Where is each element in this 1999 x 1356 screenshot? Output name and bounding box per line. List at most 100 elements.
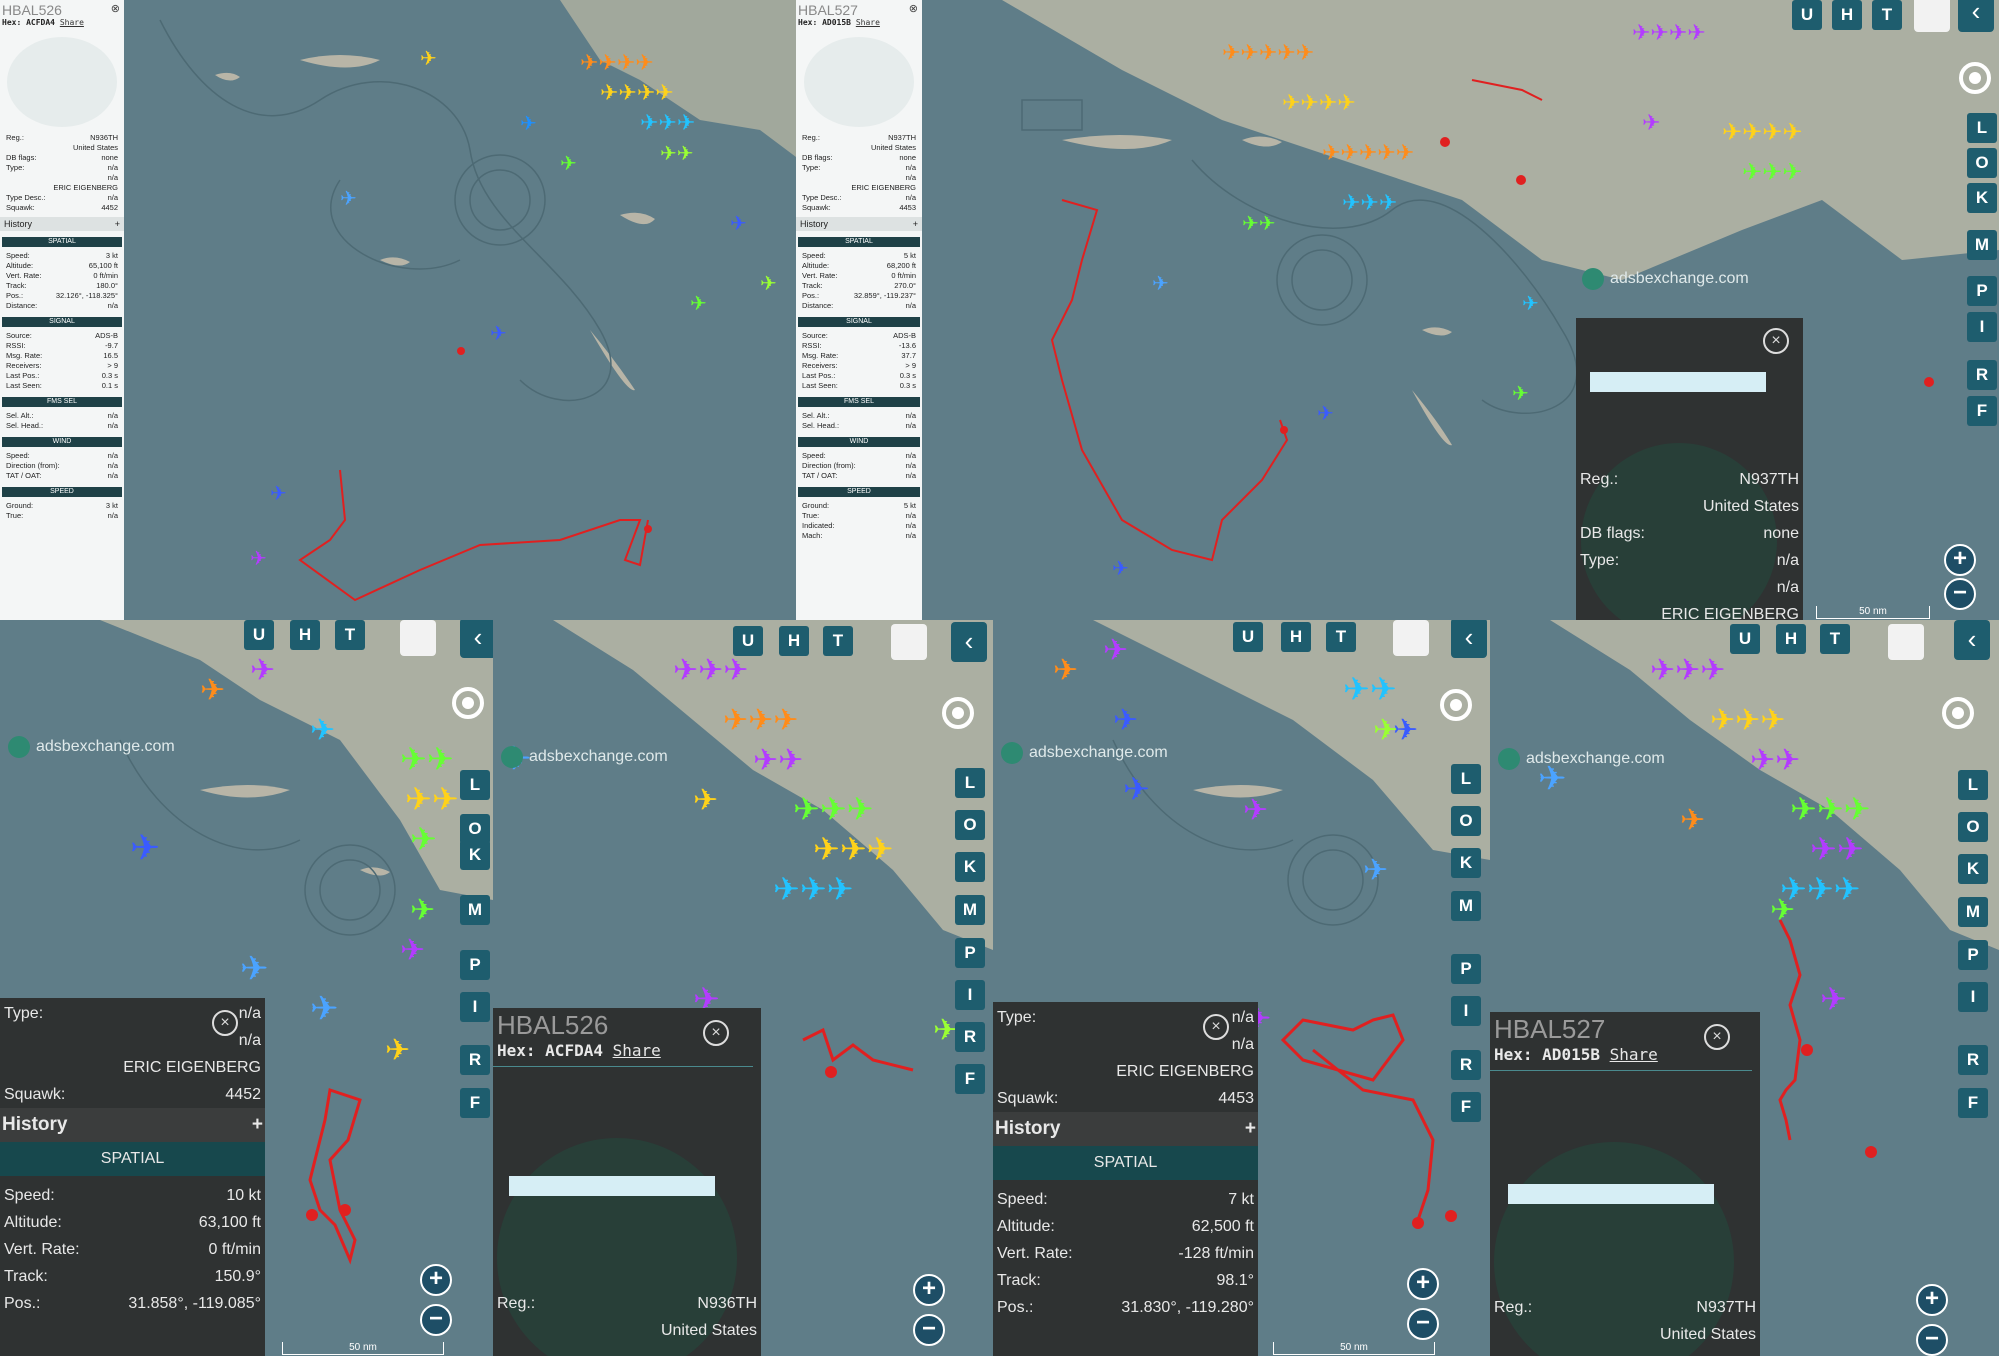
- settings-gear-icon[interactable]: [1433, 682, 1479, 728]
- side-button-r[interactable]: R: [955, 1022, 985, 1052]
- settings-gear-icon[interactable]: [935, 690, 981, 736]
- map-button-u[interactable]: U: [1792, 0, 1822, 30]
- map-button-h[interactable]: H: [779, 626, 809, 656]
- close-icon[interactable]: ×: [1203, 1014, 1229, 1040]
- section-spatial[interactable]: SPATIAL: [993, 1146, 1258, 1180]
- layers-button[interactable]: [1914, 0, 1950, 32]
- map-view[interactable]: ✈✈✈✈ ✈✈✈✈ ✈✈✈ ✈✈ ✈ ✈ ✈ ✈ ✈ ✈ ✈ ✈ ✈ ✈: [0, 0, 922, 620]
- section-wind[interactable]: WIND: [798, 437, 920, 447]
- settings-gear-icon[interactable]: [1935, 690, 1981, 736]
- side-button-l[interactable]: L: [1958, 770, 1988, 800]
- side-button-m[interactable]: M: [460, 895, 490, 925]
- share-link[interactable]: Share: [59, 18, 84, 27]
- zoom-out-button[interactable]: −: [913, 1314, 945, 1346]
- side-button-k[interactable]: K: [1967, 183, 1997, 213]
- layers-button[interactable]: [400, 620, 436, 656]
- side-button-r[interactable]: R: [1958, 1045, 1988, 1075]
- side-button-i[interactable]: I: [460, 992, 490, 1022]
- share-link[interactable]: Share: [612, 1041, 661, 1060]
- side-button-r[interactable]: R: [1451, 1050, 1481, 1080]
- side-button-o[interactable]: O: [1958, 812, 1988, 842]
- collapse-button[interactable]: ‹: [1954, 620, 1990, 660]
- side-button-f[interactable]: F: [1451, 1092, 1481, 1122]
- map-button-u[interactable]: U: [1233, 622, 1263, 652]
- map-button-u[interactable]: U: [1730, 624, 1760, 654]
- side-button-k[interactable]: K: [955, 852, 985, 882]
- collapse-button[interactable]: ‹: [951, 622, 987, 662]
- section-signal[interactable]: SIGNAL: [798, 317, 920, 327]
- close-icon[interactable]: ⊗: [110, 3, 120, 15]
- side-button-i[interactable]: I: [955, 980, 985, 1010]
- map-panel-top-right[interactable]: ✈✈✈✈✈ ✈✈✈✈ ✈✈✈✈✈ ✈✈✈ ✈✈ ✈✈✈✈ ✈✈✈✈ ✈✈✈ ✈ …: [922, 0, 1999, 620]
- map-button-h[interactable]: H: [1832, 0, 1862, 30]
- history-header[interactable]: History +: [796, 217, 922, 231]
- map-button-t[interactable]: T: [1820, 624, 1850, 654]
- map-button-t[interactable]: T: [823, 626, 853, 656]
- collapse-button[interactable]: ‹: [1958, 0, 1994, 32]
- map-button-t[interactable]: T: [1872, 0, 1902, 30]
- map-button-h[interactable]: H: [1281, 622, 1311, 652]
- side-button-p[interactable]: P: [1451, 954, 1481, 984]
- zoom-out-button[interactable]: −: [1944, 578, 1976, 610]
- section-wind[interactable]: WIND: [2, 437, 122, 447]
- side-button-o[interactable]: O: [1967, 148, 1997, 178]
- plus-icon[interactable]: +: [251, 1114, 263, 1135]
- section-spatial[interactable]: SPATIAL: [798, 237, 920, 247]
- section-spatial[interactable]: SPATIAL: [0, 1142, 265, 1176]
- side-button-l[interactable]: L: [955, 768, 985, 798]
- map-button-t[interactable]: T: [335, 620, 365, 650]
- history-header[interactable]: History +: [0, 217, 124, 231]
- collapse-button[interactable]: ‹: [1451, 620, 1487, 658]
- side-button-m[interactable]: M: [1451, 891, 1481, 921]
- side-button-k[interactable]: K: [460, 840, 490, 870]
- side-button-m[interactable]: M: [1958, 897, 1988, 927]
- map-panel-bottom-2[interactable]: ✈✈✈ ✈✈✈ ✈✈ ✈✈✈ ✈✈✈ ✈✈✈ ✈ ✈ ✈ ✈ adsbexcha…: [493, 620, 993, 1356]
- section-speed[interactable]: SPEED: [2, 487, 122, 497]
- side-button-f[interactable]: F: [955, 1064, 985, 1094]
- layers-button[interactable]: [1393, 620, 1429, 656]
- settings-gear-icon[interactable]: [1952, 55, 1998, 101]
- map-button-u[interactable]: U: [733, 626, 763, 656]
- zoom-in-button[interactable]: +: [1916, 1284, 1948, 1316]
- side-button-p[interactable]: P: [955, 938, 985, 968]
- zoom-out-button[interactable]: −: [1916, 1324, 1948, 1356]
- close-icon[interactable]: ⊗: [908, 3, 918, 15]
- zoom-in-button[interactable]: +: [1407, 1268, 1439, 1300]
- map-button-h[interactable]: H: [290, 620, 320, 650]
- history-header[interactable]: History +: [993, 1112, 1258, 1146]
- close-icon[interactable]: ×: [703, 1020, 729, 1046]
- zoom-out-button[interactable]: −: [1407, 1308, 1439, 1340]
- history-header[interactable]: History +: [0, 1108, 265, 1142]
- side-button-p[interactable]: P: [1958, 940, 1988, 970]
- side-button-f[interactable]: F: [1958, 1088, 1988, 1118]
- section-signal[interactable]: SIGNAL: [2, 317, 122, 327]
- section-speed[interactable]: SPEED: [798, 487, 920, 497]
- map-panel-bottom-4[interactable]: ✈✈✈ ✈✈✈ ✈✈ ✈✈✈ ✈✈ ✈✈✈ ✈ ✈ ✈ ✈ adsbexchan…: [1490, 620, 1999, 1356]
- share-link[interactable]: Share: [855, 18, 880, 27]
- map-view[interactable]: ✈✈✈✈✈ ✈✈✈✈ ✈✈✈✈✈ ✈✈✈ ✈✈ ✈✈✈✈ ✈✈✈✈ ✈✈✈ ✈ …: [922, 0, 1999, 620]
- map-button-h[interactable]: H: [1776, 624, 1806, 654]
- layers-button[interactable]: [891, 624, 927, 660]
- side-button-p[interactable]: P: [1967, 276, 1997, 306]
- close-icon[interactable]: ×: [1704, 1024, 1730, 1050]
- map-panel-bottom-1[interactable]: ✈ ✈ ✈ ✈✈ ✈✈ ✈ ✈ ✈ ✈ ✈ ✈ ✈ adsbexchange.c…: [0, 620, 493, 1356]
- map-button-u[interactable]: U: [244, 620, 274, 650]
- plus-icon[interactable]: +: [1244, 1118, 1256, 1139]
- zoom-in-button[interactable]: +: [420, 1264, 452, 1296]
- side-button-m[interactable]: M: [955, 895, 985, 925]
- side-button-r[interactable]: R: [460, 1045, 490, 1075]
- side-button-o[interactable]: O: [955, 810, 985, 840]
- side-button-l[interactable]: L: [1967, 113, 1997, 143]
- close-icon[interactable]: ×: [1763, 328, 1789, 354]
- side-button-i[interactable]: I: [1967, 312, 1997, 342]
- zoom-out-button[interactable]: −: [420, 1304, 452, 1336]
- share-link[interactable]: Share: [1609, 1045, 1658, 1064]
- side-button-o[interactable]: O: [1451, 806, 1481, 836]
- map-button-t[interactable]: T: [1326, 622, 1356, 652]
- map-panel-bottom-3[interactable]: ✈ ✈ ✈ ✈ ✈✈ ✈ ✈ ✈ ✈ ✈ adsbexchange.com U …: [993, 620, 1490, 1356]
- side-button-p[interactable]: P: [460, 950, 490, 980]
- zoom-in-button[interactable]: +: [1944, 544, 1976, 576]
- side-button-f[interactable]: F: [1967, 396, 1997, 426]
- zoom-in-button[interactable]: +: [913, 1274, 945, 1306]
- side-button-o[interactable]: O: [460, 814, 490, 844]
